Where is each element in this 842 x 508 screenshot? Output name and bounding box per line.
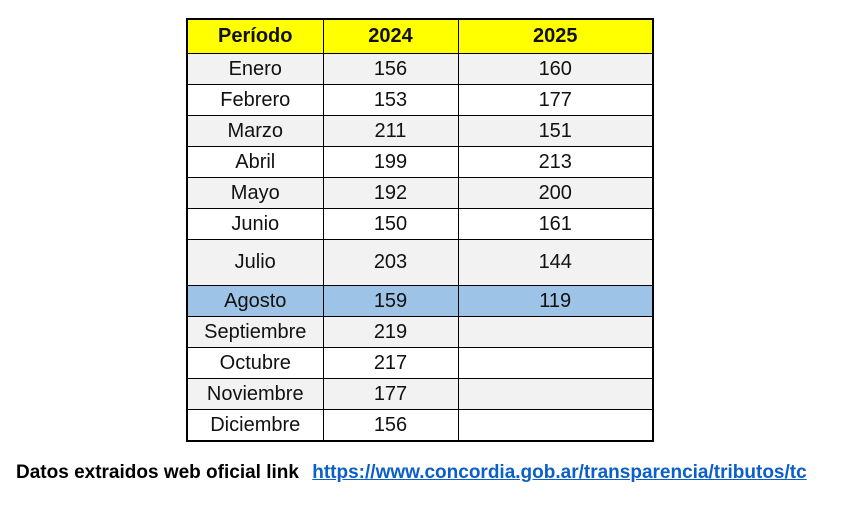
header-row: Período 2024 2025 [186, 18, 654, 54]
cell-2024: 203 [322, 239, 459, 286]
cell-2025 [457, 347, 654, 379]
table-row: Mayo 192 200 [186, 177, 654, 209]
table-row: Abril 199 213 [186, 146, 654, 178]
cell-periodo: Junio [186, 208, 324, 240]
cell-2024: 199 [322, 146, 459, 178]
cell-2025 [457, 316, 654, 348]
table-row: Noviembre 177 [186, 378, 654, 410]
data-table: Período 2024 2025 Enero 156 160 Febrero … [186, 18, 654, 442]
cell-2025 [457, 378, 654, 410]
cell-2024: 156 [322, 409, 459, 442]
source-text: Datos extraidos web oficial link [16, 462, 299, 483]
cell-2024: 177 [322, 378, 459, 410]
header-periodo: Período [186, 18, 324, 54]
table-row: Septiembre 219 [186, 316, 654, 348]
table-row: Diciembre 156 [186, 409, 654, 442]
cell-periodo: Enero [186, 53, 324, 85]
cell-periodo: Diciembre [186, 409, 324, 442]
cell-periodo: Mayo [186, 177, 324, 209]
cell-2025 [457, 409, 654, 442]
cell-periodo: Septiembre [186, 316, 324, 348]
cell-periodo: Octubre [186, 347, 324, 379]
header-2025: 2025 [457, 18, 654, 54]
cell-2025: 213 [457, 146, 654, 178]
table-row: Junio 150 161 [186, 208, 654, 240]
cell-periodo: Agosto [186, 285, 324, 317]
cell-2024: 219 [322, 316, 459, 348]
table-row: Julio 203 144 [186, 239, 654, 286]
cell-2024: 192 [322, 177, 459, 209]
table-row: Marzo 211 151 [186, 115, 654, 147]
cell-2025: 160 [457, 53, 654, 85]
cell-periodo: Abril [186, 146, 324, 178]
cell-2024: 150 [322, 208, 459, 240]
cell-periodo: Marzo [186, 115, 324, 147]
source-link[interactable]: https://www.concordia.gob.ar/transparenc… [312, 462, 807, 483]
cell-2024: 153 [322, 84, 459, 116]
cell-2024: 156 [322, 53, 459, 85]
table-row: Octubre 217 [186, 347, 654, 379]
header-2024: 2024 [322, 18, 459, 54]
cell-2025: 144 [457, 239, 654, 286]
cell-2024: 159 [322, 285, 459, 317]
cell-2025: 200 [457, 177, 654, 209]
table-row: Febrero 153 177 [186, 84, 654, 116]
source-footer: Datos extraidos web oficial link https:/… [16, 462, 807, 484]
cell-periodo: Febrero [186, 84, 324, 116]
cell-2025: 119 [457, 285, 654, 317]
cell-periodo: Julio [186, 239, 324, 286]
cell-2025: 177 [457, 84, 654, 116]
cell-2024: 211 [322, 115, 459, 147]
table-row: Enero 156 160 [186, 53, 654, 85]
cell-2024: 217 [322, 347, 459, 379]
table-row-highlighted: Agosto 159 119 [186, 285, 654, 317]
cell-2025: 151 [457, 115, 654, 147]
cell-2025: 161 [457, 208, 654, 240]
cell-periodo: Noviembre [186, 378, 324, 410]
